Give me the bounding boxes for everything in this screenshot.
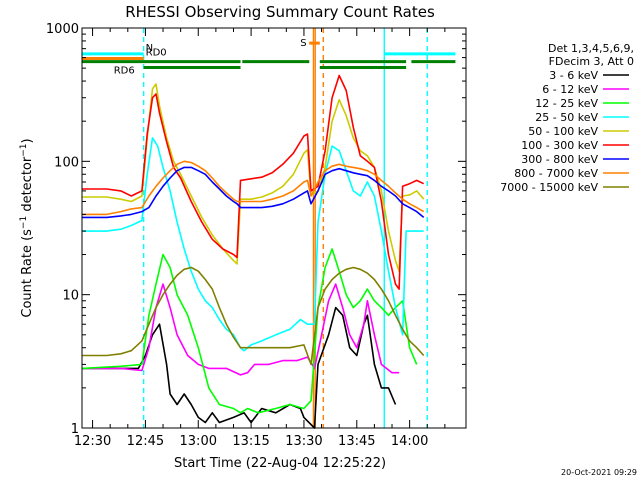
y-tick-label-3: 100	[54, 155, 79, 170]
y-tick-label-2: 10	[62, 289, 79, 304]
x-axis: 12:30 12:45 13:00 13:15 13:30 13:45 14:00	[74, 28, 446, 449]
series-line-7	[82, 166, 425, 219]
legend-label-3: 12 - 25 keV	[535, 97, 598, 110]
legend-label-9: 7000 - 15000 keV	[500, 181, 598, 194]
legend-label-7: 300 - 800 keV	[521, 153, 598, 166]
state-label-4: RD6	[114, 66, 135, 77]
legend-header-line-1: Det 1,3,4,5,6,9,	[548, 42, 634, 55]
state-label-1: N	[146, 43, 153, 54]
legend-label-8: 800 - 7000 keV	[514, 167, 598, 180]
state-label-2: RD0	[146, 48, 167, 59]
x-tick-label-3: 13:00	[180, 434, 217, 449]
y-axis: 1 10 100 1000	[46, 22, 466, 437]
y-tick-label-4: 1000	[46, 22, 79, 37]
series-line-2	[82, 283, 400, 376]
y-axis-label-sup-1: −1	[19, 216, 29, 229]
legend-label-6: 100 - 300 keV	[521, 139, 598, 152]
legend-label-1: 3 - 6 keV	[549, 69, 598, 82]
y-tick-label-1: 1	[71, 422, 79, 437]
y-axis-label-main: Count Rate (s	[20, 229, 35, 318]
legend-label-5: 50 - 100 keV	[528, 125, 598, 138]
legend-label-2: 6 - 12 keV	[542, 83, 598, 96]
plot-frame	[81, 27, 467, 429]
chart-title: RHESSI Observing Summary Count Rates	[125, 3, 435, 21]
series-line-3	[81, 248, 418, 414]
y-axis-label-sup-2: −1	[19, 143, 29, 156]
series-line-6	[82, 74, 425, 290]
legend-label-4: 25 - 50 keV	[535, 111, 598, 124]
legend: Det 1,3,4,5,6,9, FDecim 3, Att 0 3 - 6 k…	[500, 42, 634, 194]
y-axis-label-mid: detector	[20, 156, 35, 216]
y-axis-label-end: )	[20, 138, 35, 143]
x-tick-label-5: 13:30	[285, 434, 322, 449]
legend-header-line-2: FDecim 3, Att 0	[549, 55, 634, 68]
y-axis-label: Count Rate (s−1 detector−1)	[19, 138, 35, 317]
series-line-9	[82, 266, 425, 366]
series-line-1	[82, 306, 397, 429]
series-line-4	[82, 137, 424, 352]
x-tick-label-7: 14:00	[391, 434, 428, 449]
series-line-5	[82, 83, 425, 273]
series-line-8	[82, 160, 425, 216]
footer-timestamp: 20-Oct-2021 09:29	[561, 468, 637, 477]
x-axis-label: Start Time (22-Aug-04 12:25:22)	[174, 456, 386, 471]
x-tick-label-2: 12:45	[127, 434, 164, 449]
x-tick-label-6: 13:45	[338, 434, 375, 449]
x-tick-label-4: 13:15	[232, 434, 269, 449]
x-tick-label-1: 12:30	[74, 434, 111, 449]
state-label-3: S	[300, 38, 306, 49]
